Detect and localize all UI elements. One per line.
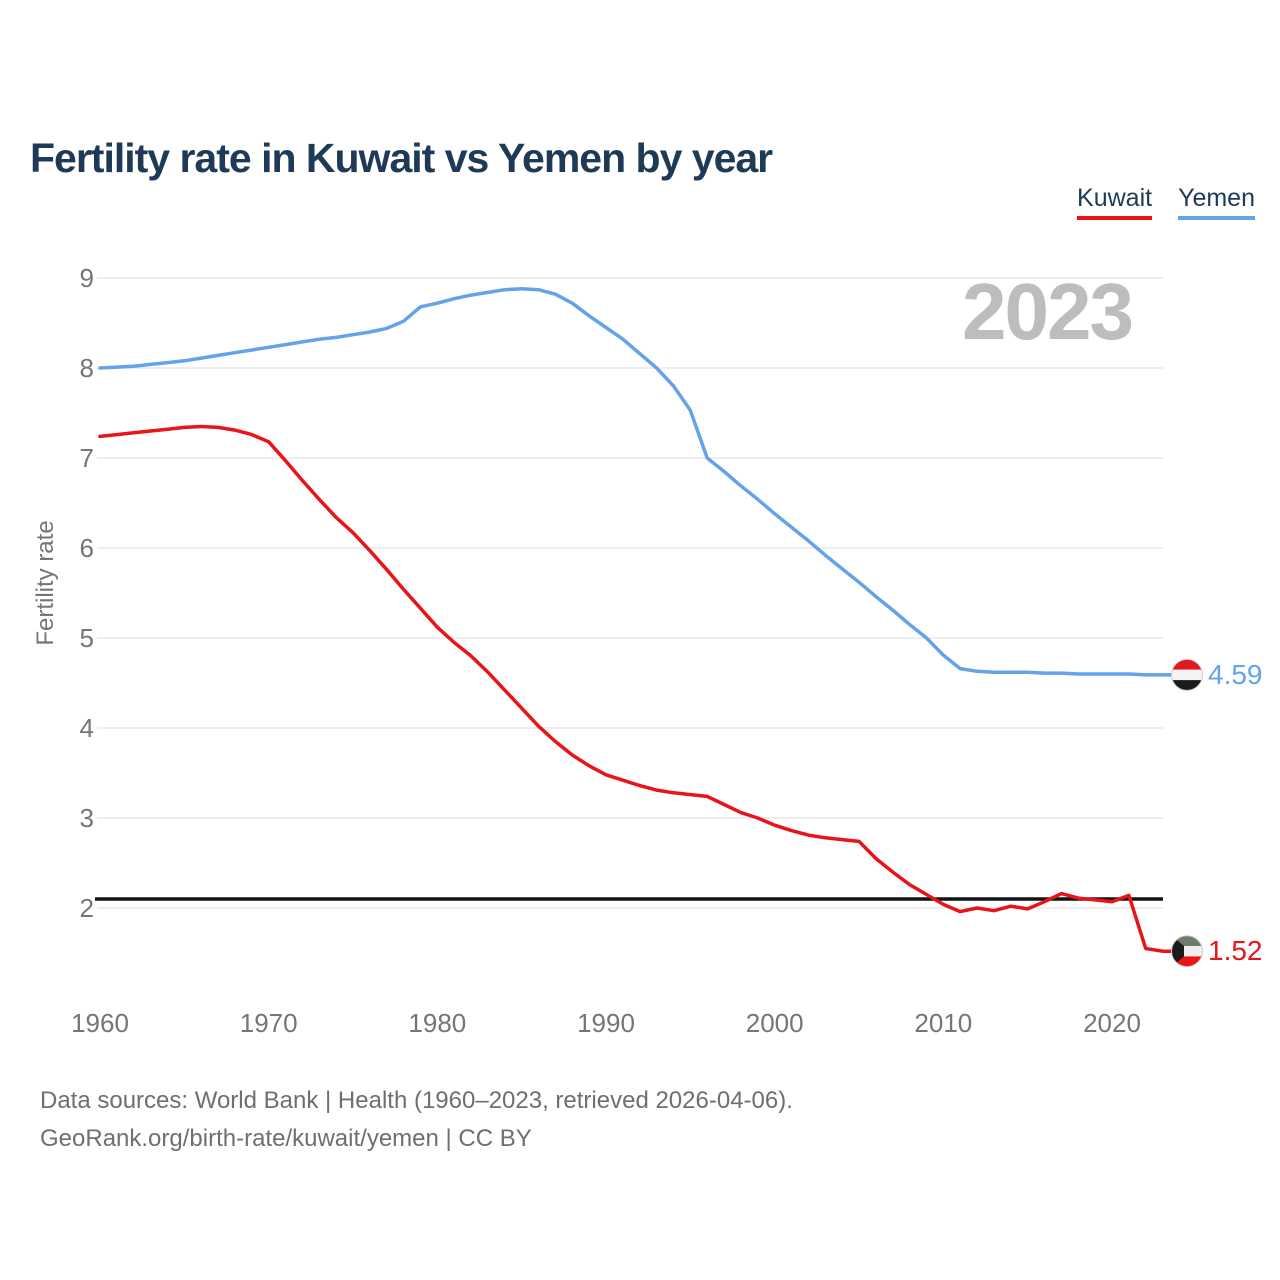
x-tick-label: 1980	[408, 1008, 467, 1038]
legend-label-kuwait: Kuwait	[1077, 184, 1153, 212]
x-tick-label: 2010	[914, 1008, 973, 1038]
y-tick-label: 5	[79, 623, 94, 653]
kuwait-flag-icon	[1171, 935, 1203, 968]
x-tick-label: 2000	[745, 1008, 804, 1038]
attribution-text: GeoRank.org/birth-rate/kuwait/yemen | CC…	[40, 1125, 532, 1152]
yemen-end-value-label: 4.59	[1208, 658, 1263, 690]
x-tick-label: 1970	[239, 1008, 298, 1038]
x-tick-label: 2020	[1083, 1008, 1141, 1038]
y-tick-label: 2	[79, 893, 94, 923]
legend-item-yemen[interactable]: Yemen	[1178, 184, 1255, 220]
y-tick-label: 3	[79, 803, 94, 833]
yemen-flag-icon	[1171, 658, 1203, 691]
y-tick-label: 7	[79, 443, 94, 473]
kuwait-line[interactable]	[98, 424, 1176, 953]
kuwait-end-value-label: 1.52	[1208, 935, 1263, 967]
data-sources-text: Data sources: World Bank | Health (1960–…	[40, 1087, 793, 1114]
y-tick-label: 4	[79, 713, 94, 743]
legend: Kuwait Yemen	[1077, 184, 1255, 220]
gridlines	[97, 277, 1163, 909]
y-tick-label: 6	[79, 533, 94, 563]
y-tick-label: 8	[79, 353, 94, 383]
chart-title: Fertility rate in Kuwait vs Yemen by yea…	[30, 135, 773, 182]
y-tick-label: 9	[79, 263, 94, 293]
legend-item-kuwait[interactable]: Kuwait	[1077, 184, 1153, 220]
x-tick-label: 1960	[71, 1008, 129, 1038]
legend-label-yemen: Yemen	[1178, 184, 1255, 212]
watermark-year: 2023	[962, 267, 1134, 356]
data-lines	[98, 287, 1176, 953]
yemen-line[interactable]	[98, 287, 1176, 677]
x-tick-label: 1990	[577, 1008, 635, 1038]
